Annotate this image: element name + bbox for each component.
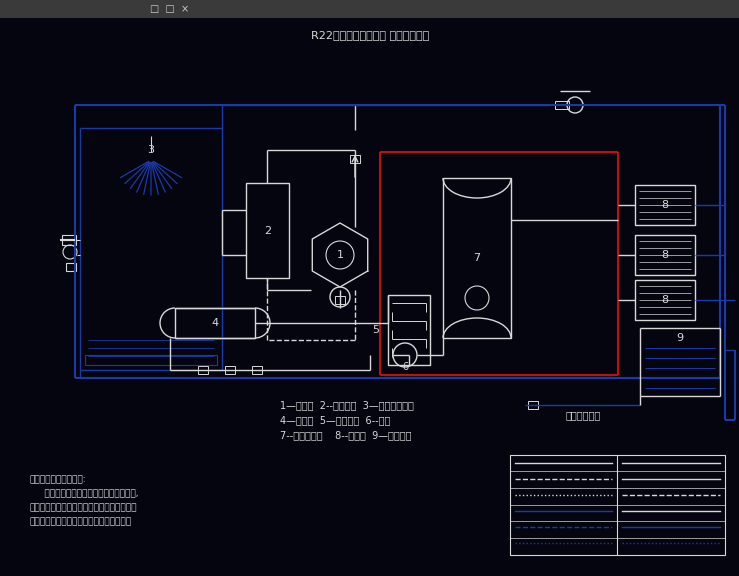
Bar [350, 155, 360, 163]
Bar [246, 183, 289, 278]
Bar [635, 185, 695, 225]
Text: 8: 8 [661, 250, 669, 260]
Text: 室外供水管网: 室外供水管网 [565, 410, 601, 420]
Text: □  □  ×: □ □ × [151, 4, 190, 14]
Bar [252, 366, 262, 374]
Bar [635, 280, 695, 320]
Text: 4—储液器  5—油回收器  6--液泵: 4—储液器 5—油回收器 6--液泵 [280, 415, 390, 425]
Bar [555, 101, 569, 109]
Text: 2: 2 [264, 225, 271, 236]
Text: 1—压缩机  2--油分离器  3—蒸发式冷凝器: 1—压缩机 2--油分离器 3—蒸发式冷凝器 [280, 400, 414, 410]
Text: 3: 3 [148, 145, 154, 155]
Text: 5: 5 [372, 325, 380, 335]
Bar [66, 263, 76, 271]
Text: 9: 9 [676, 333, 684, 343]
Bar [510, 455, 725, 555]
Text: 蒸发式冷凝器液位控制:: 蒸发式冷凝器液位控制: [30, 476, 86, 484]
Bar [175, 308, 255, 338]
Text: 水泵和盐罐水池，冷凝器自冲霜水池补水。: 水泵和盐罐水池，冷凝器自冲霜水池补水。 [30, 517, 132, 526]
Text: R22液泵供液、水冲霜 水系统原理图: R22液泵供液、水冲霜 水系统原理图 [311, 30, 429, 40]
Bar [335, 296, 345, 304]
Bar [0, 0, 739, 18]
Text: 8: 8 [661, 295, 669, 305]
Text: 7--低压循环桶    8--冷风机  9—冲霜水池: 7--低压循环桶 8--冷风机 9—冲霜水池 [280, 430, 412, 440]
Text: 当蒸发式冷凝器集水盘水位低于下限时,: 当蒸发式冷凝器集水盘水位低于下限时, [30, 490, 138, 498]
Text: 6: 6 [402, 362, 408, 372]
Text: 4: 4 [211, 318, 219, 328]
Text: 1: 1 [336, 250, 344, 260]
Bar [443, 178, 511, 338]
Text: 由液位控制器发出指令，自动换向阀联通供带: 由液位控制器发出指令，自动换向阀联通供带 [30, 503, 137, 513]
Bar [198, 366, 208, 374]
Bar [225, 366, 235, 374]
Bar [62, 235, 76, 245]
Bar [528, 401, 538, 409]
Bar [388, 295, 430, 365]
Bar [635, 235, 695, 275]
Text: 7: 7 [474, 253, 480, 263]
Text: 8: 8 [661, 200, 669, 210]
